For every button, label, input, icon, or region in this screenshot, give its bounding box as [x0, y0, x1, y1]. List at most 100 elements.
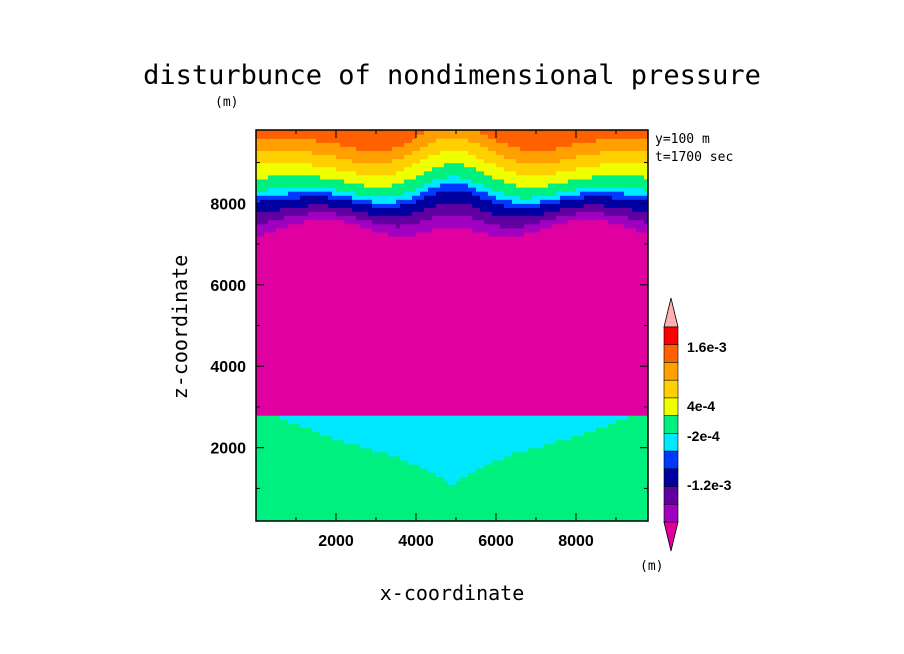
contour-cell — [256, 345, 648, 351]
contour-cell — [420, 191, 437, 196]
contour-cell — [396, 199, 417, 204]
contour-cell — [440, 182, 469, 188]
contour-cell — [256, 288, 648, 294]
contour-cell — [468, 150, 497, 156]
contour-cell — [456, 480, 648, 485]
contour-cell — [328, 195, 353, 200]
contour-cell — [476, 187, 493, 192]
contour-cell — [512, 199, 541, 204]
contour-cell — [404, 142, 429, 147]
contour-cell — [256, 443, 361, 449]
contour-cell — [256, 427, 313, 432]
contour-cell — [492, 199, 513, 204]
contour-cell — [256, 252, 648, 257]
contour-cell — [256, 362, 648, 367]
contour-cell — [304, 219, 345, 225]
contour-cell — [412, 150, 441, 156]
contour-cell — [392, 146, 421, 151]
contour-cell — [356, 170, 397, 176]
contour-cell — [520, 146, 557, 151]
contour-cell — [256, 284, 648, 290]
contour-cell — [604, 203, 648, 208]
contour-cell — [404, 166, 433, 172]
contour-cell — [336, 187, 417, 192]
contour-cell — [460, 476, 648, 481]
contour-cell — [404, 154, 429, 160]
contour-cell — [432, 227, 473, 233]
contour-cell — [428, 154, 477, 160]
contour-cell — [256, 415, 281, 420]
contour-cell — [548, 182, 648, 188]
contour-cell — [288, 223, 361, 229]
contour-cell — [256, 272, 648, 278]
colorbar-extend-max — [663, 297, 679, 328]
contour-cell — [636, 227, 648, 233]
contour-cell — [484, 219, 541, 225]
contour-cell — [632, 207, 648, 213]
contour-cell — [396, 170, 425, 176]
contour-cell — [504, 203, 541, 208]
contour-cell — [476, 154, 505, 160]
contour-cell — [256, 476, 445, 481]
contour-cell — [532, 195, 561, 200]
contour-cell — [256, 239, 648, 245]
contour-cell — [576, 154, 648, 160]
contour-cell — [436, 191, 473, 196]
contour-cell — [264, 231, 389, 237]
contour-cell — [256, 484, 648, 490]
contour-cell — [256, 211, 309, 217]
colorbar-swatch — [663, 503, 679, 523]
contour-cell — [280, 415, 629, 420]
contour-cell — [268, 187, 337, 192]
colorbar-label: 4e-4 — [687, 398, 715, 414]
contour-cell — [524, 231, 648, 237]
chart-title: disturbunce of nondimensional pressure — [143, 60, 761, 91]
contour-cell — [256, 468, 429, 473]
contour-cell — [576, 211, 605, 217]
contour-cell — [256, 504, 648, 510]
contour-cell — [436, 203, 473, 208]
contour-cell — [560, 199, 648, 204]
contour-cell — [416, 187, 429, 192]
contour-cell — [332, 435, 573, 441]
contour-cell — [412, 195, 425, 200]
contour-cell — [440, 150, 469, 156]
contour-cell — [256, 313, 648, 318]
contour-cell — [392, 182, 425, 188]
contour-cell — [256, 455, 401, 461]
contour-cell — [256, 301, 648, 306]
contour-cell — [432, 178, 473, 184]
contour-cell — [316, 138, 413, 143]
contour-cell — [256, 150, 313, 156]
contour-cell — [256, 146, 357, 151]
contour-cell — [644, 174, 648, 180]
contour-cell — [624, 223, 648, 229]
contour-cell — [312, 427, 597, 432]
contour-cell — [256, 431, 321, 437]
contour-cell — [560, 207, 633, 213]
contour-cell — [516, 158, 561, 164]
contour-cell — [256, 382, 648, 388]
contour-cell — [256, 447, 373, 453]
colorbar-unit-label: (m) — [640, 559, 663, 574]
contour-cell — [288, 419, 617, 424]
y-tick-label: 4000 — [210, 359, 246, 376]
contour-cell — [500, 223, 525, 229]
contour-cell — [256, 276, 648, 282]
contour-cell — [568, 219, 609, 225]
contour-cell — [488, 134, 648, 139]
colorbar-label: -2e-4 — [687, 428, 720, 444]
contour-cell — [496, 150, 601, 156]
contour-cell — [352, 207, 425, 213]
contour-cell — [560, 195, 585, 200]
contour-cell — [560, 158, 648, 164]
colorbar-swatch — [663, 397, 679, 417]
colorbar-swatch — [663, 433, 679, 452]
contour-cell — [396, 223, 401, 229]
contour-cell — [256, 207, 281, 213]
y-tick-label: 6000 — [210, 278, 246, 295]
contour-cell — [276, 227, 373, 233]
contour-cell — [448, 480, 457, 485]
contour-cell — [256, 451, 389, 457]
contour-cell — [256, 358, 648, 363]
